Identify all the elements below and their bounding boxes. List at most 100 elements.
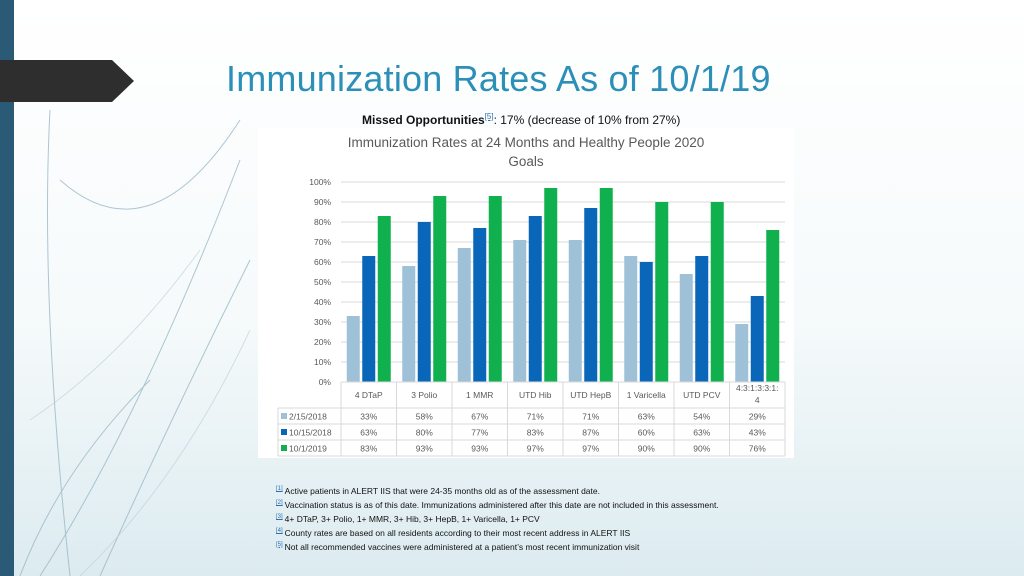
- bar-10-15-2018-8: [750, 296, 764, 382]
- legend-entry: 2/15/2018: [289, 412, 327, 422]
- y-tick-label: 10%: [314, 357, 331, 367]
- data-table-cell: 93%: [416, 444, 433, 454]
- data-table-cell: 67%: [471, 412, 488, 422]
- bar-chart: Immunization Rates at 24 Months and Heal…: [277, 135, 786, 457]
- x-category-label: 1 Varicella: [627, 390, 666, 400]
- y-tick-label: 30%: [314, 317, 331, 327]
- x-category-label: 3 Polio: [411, 390, 437, 400]
- data-table-cell: 76%: [749, 444, 766, 454]
- data-table-cell: 90%: [638, 444, 655, 454]
- data-table-cell: 93%: [471, 444, 488, 454]
- data-table-cell: 80%: [416, 428, 433, 438]
- footnote-text: County rates are based on all residents …: [284, 527, 631, 538]
- footnote-text: 4+ DTaP, 3+ Polio, 1+ MMR, 3+ Hib, 3+ He…: [284, 513, 540, 524]
- bar-10-1-2019-7: [710, 202, 724, 382]
- y-tick-label: 70%: [314, 237, 331, 247]
- data-table-cell: 60%: [638, 428, 655, 438]
- footnote-text: Active patients in ALERT IIS that were 2…: [284, 485, 600, 496]
- bar-2-15-2018-1: [346, 316, 360, 382]
- bar-2-15-2018-2: [402, 266, 416, 382]
- subtitle-footnote-ref[interactable]: [5]: [484, 112, 494, 121]
- bar-10-15-2018-3: [473, 228, 487, 382]
- legend-entry: 10/15/2018: [289, 428, 332, 438]
- y-tick-label: 80%: [314, 217, 331, 227]
- footnote-ref[interactable]: [4]: [276, 527, 283, 534]
- bar-10-15-2018-2: [417, 222, 431, 382]
- data-table-cell: 33%: [360, 412, 377, 422]
- bar-10-1-2019-8: [766, 230, 780, 382]
- data-table-cell: 54%: [693, 412, 710, 422]
- data-table-cell: 29%: [749, 412, 766, 422]
- data-table-cell: 97%: [582, 444, 599, 454]
- data-table-cell: 71%: [527, 412, 544, 422]
- bar-10-15-2018-6: [639, 262, 653, 382]
- y-tick-label: 90%: [314, 197, 331, 207]
- bar-2-15-2018-8: [735, 324, 749, 382]
- footnote-item: [4] County rates are based on all residen…: [276, 525, 836, 539]
- x-category-label: 4 DTaP: [355, 390, 383, 400]
- subtitle-bold: Missed Opportunities: [362, 113, 485, 127]
- footnote-item: [2] Vaccination status is as of this date…: [276, 497, 836, 511]
- arrow-tab-decoration: [0, 60, 134, 102]
- data-table-cell: 83%: [360, 444, 377, 454]
- footnote-ref[interactable]: [1]: [276, 486, 283, 492]
- slide-title: Immunization Rates As of 10/1/19: [226, 58, 771, 99]
- data-table-cell: 58%: [416, 412, 433, 422]
- y-tick-label: 40%: [314, 297, 331, 307]
- bar-10-1-2019-1: [377, 216, 391, 382]
- legend-swatch-2-15-2018: [281, 413, 287, 419]
- slide-subtitle: Missed Opportunities[5]: 17% (decrease o…: [362, 112, 842, 127]
- footnote-item: [3] 4+ DTaP, 3+ Polio, 1+ MMR, 3+ Hib, 3+…: [276, 511, 836, 525]
- bar-2-15-2018-6: [624, 256, 638, 382]
- data-table-cell: 77%: [471, 428, 488, 438]
- footnote-ref[interactable]: [5]: [276, 541, 283, 548]
- footnote-item: [1] Active patients in ALERT IIS that wer…: [276, 483, 836, 497]
- legend-swatch-10-15-2018: [281, 429, 287, 435]
- bar-10-1-2019-4: [544, 188, 558, 382]
- bar-2-15-2018-3: [457, 248, 471, 382]
- data-table-cell: 87%: [582, 428, 599, 438]
- chart-card: Immunization Rates at 24 Months and Heal…: [258, 128, 794, 458]
- bar-2-15-2018-4: [513, 240, 527, 382]
- subtitle-text: : 17% (decrease of 10% from 27%): [493, 113, 681, 127]
- footnote-text: Vaccination status is as of this date. I…: [284, 499, 719, 510]
- bar-10-15-2018-4: [528, 216, 542, 382]
- data-table-cell: 71%: [582, 412, 599, 422]
- x-category-label: 4: [755, 395, 760, 405]
- footnote-text: Not all recommended vaccines were admini…: [284, 541, 640, 552]
- data-table-cell: 43%: [749, 428, 766, 438]
- x-category-label: 1 MMR: [466, 390, 493, 400]
- data-table-cell: 90%: [693, 444, 710, 454]
- bar-10-1-2019-3: [488, 196, 502, 382]
- x-category-label: 4:3:1:3:3:1:: [736, 383, 779, 393]
- data-table-cell: 63%: [693, 428, 710, 438]
- x-category-label: UTD Hib: [519, 390, 552, 400]
- bar-10-1-2019-5: [599, 188, 613, 382]
- data-table-cell: 63%: [638, 412, 655, 422]
- bar-10-15-2018-1: [362, 256, 376, 382]
- footnote-ref[interactable]: [3]: [276, 513, 283, 520]
- bar-2-15-2018-7: [679, 274, 693, 382]
- legend-swatch-10-1-2019: [281, 445, 287, 451]
- y-tick-label: 50%: [314, 277, 331, 287]
- data-table-cell: 97%: [527, 444, 544, 454]
- x-category-label: UTD PCV: [683, 390, 721, 400]
- y-tick-label: 100%: [309, 177, 331, 187]
- chart-title-line: Goals: [508, 154, 544, 169]
- bar-10-15-2018-7: [695, 256, 709, 382]
- y-tick-label: 60%: [314, 257, 331, 267]
- y-tick-label: 0%: [319, 377, 332, 387]
- left-accent-bar: [0, 0, 14, 576]
- footnotes: [1] Active patients in ALERT IIS that wer…: [276, 483, 836, 553]
- chart-title-line: Immunization Rates at 24 Months and Heal…: [348, 135, 704, 150]
- bar-10-1-2019-2: [433, 196, 447, 382]
- data-table-cell: 63%: [360, 428, 377, 438]
- bar-10-1-2019-6: [655, 202, 669, 382]
- y-tick-label: 20%: [314, 337, 331, 347]
- legend-entry: 10/1/2019: [289, 444, 327, 454]
- footnote-item: [5] Not all recommended vaccines were adm…: [276, 539, 836, 553]
- data-table-cell: 83%: [527, 428, 544, 438]
- x-category-label: UTD HepB: [570, 390, 611, 400]
- footnote-ref[interactable]: [2]: [276, 499, 283, 506]
- bar-10-15-2018-5: [584, 208, 598, 382]
